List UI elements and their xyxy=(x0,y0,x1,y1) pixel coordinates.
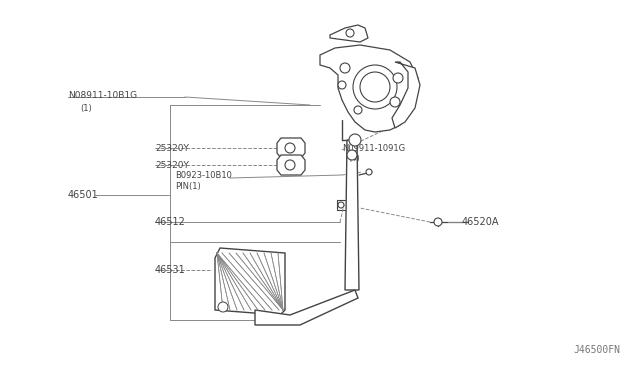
Text: N08911-10B1G: N08911-10B1G xyxy=(68,90,137,99)
Text: 46501: 46501 xyxy=(68,190,99,200)
Polygon shape xyxy=(345,140,359,290)
Text: PIN(1): PIN(1) xyxy=(175,182,201,190)
Circle shape xyxy=(354,106,362,114)
Circle shape xyxy=(366,169,372,175)
Circle shape xyxy=(347,150,357,160)
Text: B0923-10B10: B0923-10B10 xyxy=(175,170,232,180)
Text: 46531: 46531 xyxy=(155,265,186,275)
Circle shape xyxy=(434,218,442,226)
Polygon shape xyxy=(255,290,358,325)
Polygon shape xyxy=(215,248,285,315)
Text: (4): (4) xyxy=(348,154,360,163)
Text: 46520A: 46520A xyxy=(462,217,499,227)
Polygon shape xyxy=(277,138,305,158)
Circle shape xyxy=(353,65,397,109)
Polygon shape xyxy=(277,155,305,175)
Polygon shape xyxy=(330,25,368,42)
Circle shape xyxy=(338,202,344,208)
Text: (1): (1) xyxy=(80,103,92,112)
Text: 25320Y: 25320Y xyxy=(155,160,189,170)
Polygon shape xyxy=(392,62,420,128)
Text: J46500FN: J46500FN xyxy=(573,345,620,355)
Circle shape xyxy=(346,29,354,37)
Circle shape xyxy=(285,160,295,170)
Circle shape xyxy=(338,81,346,89)
Circle shape xyxy=(340,63,350,73)
Circle shape xyxy=(218,302,228,312)
Circle shape xyxy=(349,134,361,146)
Circle shape xyxy=(390,97,400,107)
Text: 25320Y: 25320Y xyxy=(155,144,189,153)
Circle shape xyxy=(285,143,295,153)
Text: 46512: 46512 xyxy=(155,217,186,227)
Text: N09911-1091G: N09911-1091G xyxy=(342,144,405,153)
Circle shape xyxy=(393,73,403,83)
Circle shape xyxy=(360,72,390,102)
Polygon shape xyxy=(320,45,418,132)
